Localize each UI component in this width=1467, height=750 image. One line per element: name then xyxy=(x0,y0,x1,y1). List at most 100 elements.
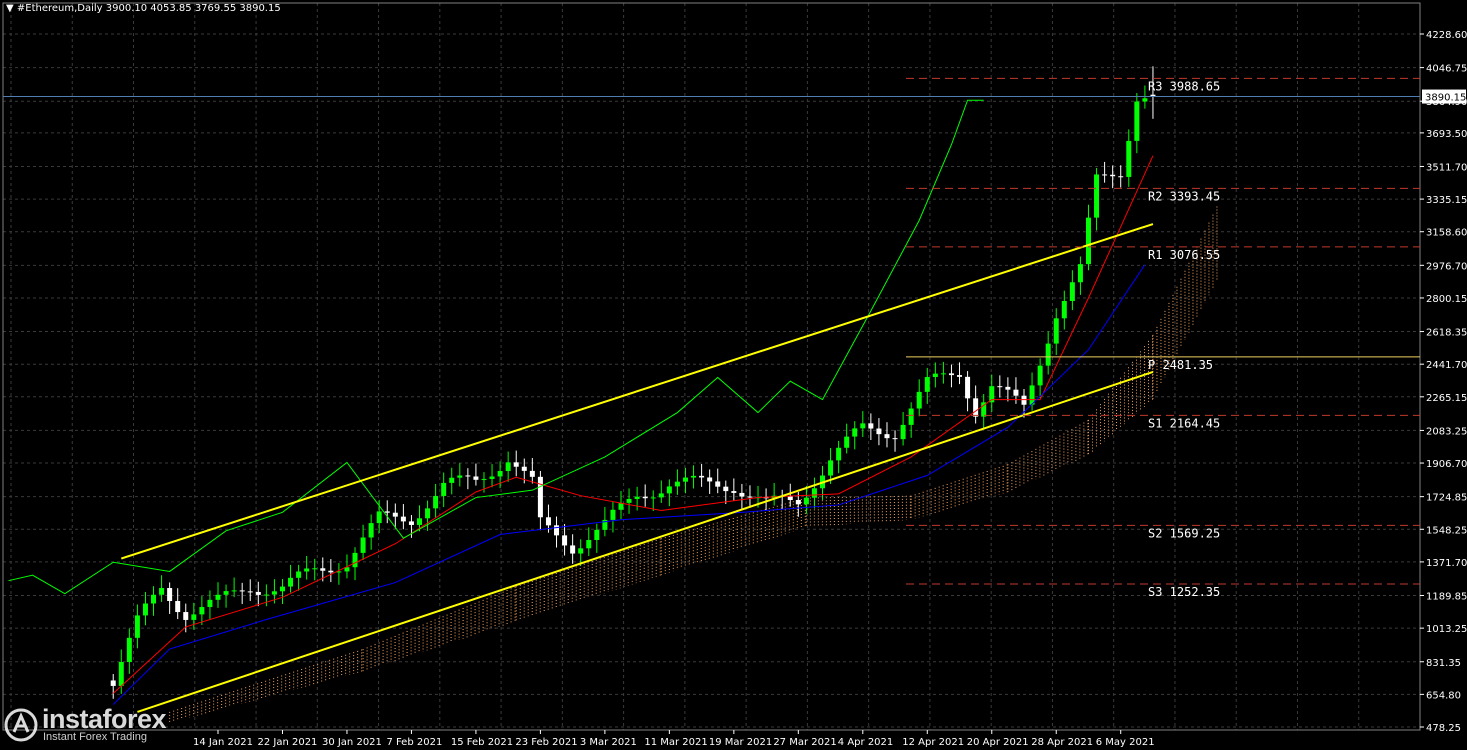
candle-body xyxy=(497,471,503,477)
candle-body xyxy=(948,373,954,376)
candle-body xyxy=(465,475,471,477)
y-axis-label: 2083.25 xyxy=(1426,426,1467,437)
y-axis-label: 3693.50 xyxy=(1426,129,1467,140)
candle-body xyxy=(118,661,124,686)
x-axis-label: 6 May 2021 xyxy=(1096,737,1155,748)
candle-body xyxy=(1077,264,1083,283)
x-axis-label: 22 Jan 2021 xyxy=(257,737,317,748)
candle-body xyxy=(626,498,632,503)
candle-body xyxy=(916,391,922,409)
candle-body xyxy=(1102,174,1108,176)
candle-body xyxy=(1150,94,1156,97)
candle-body xyxy=(223,591,229,595)
candle-body xyxy=(392,512,398,517)
plot-frame xyxy=(2,2,1421,731)
candle-body xyxy=(562,535,568,546)
candle-body xyxy=(932,373,938,378)
x-axis-label: 27 Mar 2021 xyxy=(773,737,836,748)
y-axis-label: 2976.70 xyxy=(1426,261,1467,272)
candle-body xyxy=(884,434,890,439)
x-axis-label: 3 Mar 2021 xyxy=(580,737,637,748)
candle-body xyxy=(126,637,132,662)
candle-body xyxy=(167,588,173,602)
pivot-label-r1: R1 3076.55 xyxy=(1148,248,1220,262)
candle-body xyxy=(650,497,656,499)
channel-lower-line xyxy=(137,370,1154,713)
candle-body xyxy=(457,475,463,478)
candle-body xyxy=(376,511,382,524)
candle-body xyxy=(199,607,205,615)
candle-body xyxy=(296,571,302,578)
x-axis-label: 23 Feb 2021 xyxy=(515,737,577,748)
candle-body xyxy=(586,540,592,549)
candle-body xyxy=(1005,386,1011,390)
candle-body xyxy=(795,500,801,505)
y-axis-label: 2265.15 xyxy=(1426,393,1467,404)
candle-body xyxy=(828,460,834,476)
candle-body xyxy=(1021,395,1027,405)
candle-body xyxy=(505,462,511,472)
candle-body xyxy=(513,462,519,467)
candle-body xyxy=(239,590,245,592)
y-axis-label: 4046.75 xyxy=(1426,64,1467,75)
candle-body xyxy=(860,423,866,429)
candle-body xyxy=(183,612,189,620)
candle-body xyxy=(957,375,963,377)
candle-body xyxy=(707,477,713,482)
candle-body xyxy=(1110,174,1116,177)
y-axis-label: 3158.60 xyxy=(1426,228,1467,239)
candle-body xyxy=(529,470,535,477)
instaforex-logo-icon xyxy=(4,708,38,742)
x-axis-label: 11 Mar 2021 xyxy=(644,737,707,748)
candle-body xyxy=(489,476,495,479)
candle-body xyxy=(1069,282,1075,302)
candle-body xyxy=(594,529,600,541)
y-axis-label: 3335.15 xyxy=(1426,195,1467,206)
candle-body xyxy=(892,438,898,440)
candle-body xyxy=(304,568,310,572)
candle-body xyxy=(1061,301,1067,319)
candle-body xyxy=(279,586,285,592)
x-axis-label: 12 Apr 2021 xyxy=(902,737,964,748)
x-axis-label: 15 Feb 2021 xyxy=(451,737,513,748)
candle-body xyxy=(1037,365,1043,386)
candle-body xyxy=(787,496,793,501)
y-axis-label: 1548.25 xyxy=(1426,525,1467,536)
logo-wordmark: instaforex xyxy=(42,704,167,734)
candle-body xyxy=(255,591,261,595)
candle-body xyxy=(142,603,148,616)
candle-body xyxy=(368,523,374,538)
chart-header: ▼ #Ethereum,Daily 3900.10 4053.85 3769.5… xyxy=(6,3,281,14)
x-axis-label: 19 Mar 2021 xyxy=(709,737,772,748)
candle-body xyxy=(691,475,697,478)
candle-body xyxy=(908,408,914,425)
candle-body xyxy=(288,577,294,587)
y-axis-label: 3511.70 xyxy=(1426,162,1467,173)
candle-body xyxy=(151,594,157,604)
logo-tagline: Instant Forex Trading xyxy=(43,731,147,743)
y-axis-label: 4228.60 xyxy=(1426,30,1467,41)
candle-body xyxy=(610,509,616,520)
candle-body xyxy=(1029,385,1035,405)
candle-body xyxy=(1045,343,1051,366)
candle-body xyxy=(344,567,350,572)
candle-body xyxy=(997,386,1003,388)
candle-body xyxy=(400,516,406,522)
candle-body xyxy=(973,398,979,417)
candle-body xyxy=(852,428,858,437)
candle-body xyxy=(715,481,721,487)
candle-body xyxy=(352,552,358,568)
x-axis-label: 30 Jan 2021 xyxy=(322,737,382,748)
candle-body xyxy=(247,591,253,593)
candle-body xyxy=(989,386,995,403)
candle-body xyxy=(1085,217,1091,265)
candle-body xyxy=(658,493,664,498)
pivot-label-p: P 2481.35 xyxy=(1148,358,1213,372)
tenkan-sen-line xyxy=(112,155,1154,694)
pivot-label-s2: S2 1569.25 xyxy=(1148,526,1220,540)
candle-body xyxy=(537,476,543,518)
candle-body xyxy=(1134,101,1140,141)
candle-body xyxy=(924,377,930,392)
candle-body xyxy=(207,599,213,608)
